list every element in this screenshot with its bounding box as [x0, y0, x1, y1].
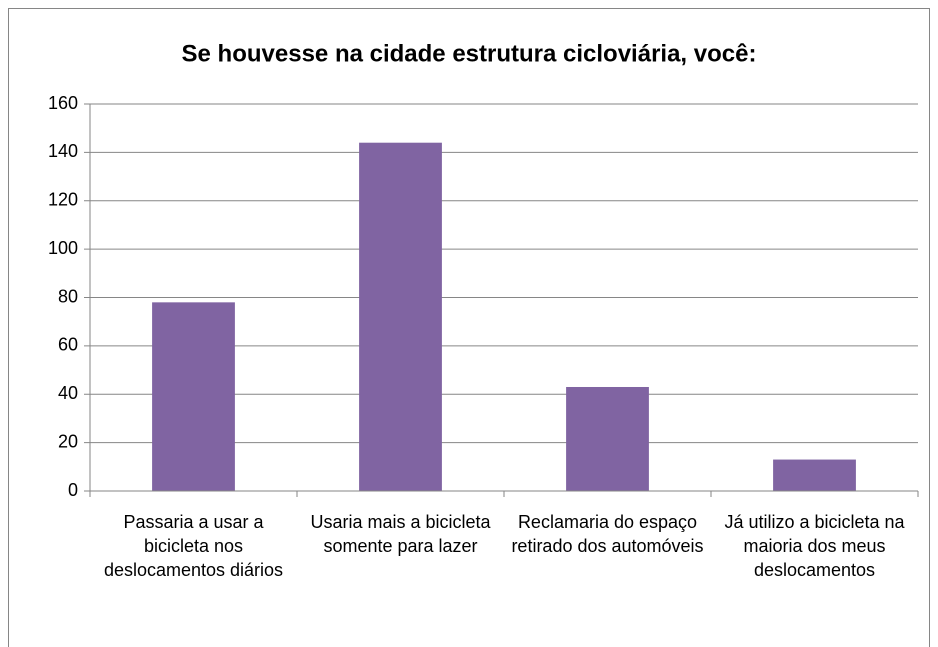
y-tick-label: 60 — [58, 335, 78, 355]
y-tick-label: 0 — [68, 480, 78, 500]
x-tick-label: Passaria a usar a bicicleta nos deslocam… — [103, 512, 284, 580]
chart-title: Se houvesse na cidade estrutura cicloviá… — [182, 40, 757, 67]
y-tick-label: 140 — [48, 141, 78, 161]
bar — [359, 142, 442, 491]
x-tick-label: Já utilizo a bicicleta na maioria dos me… — [724, 512, 905, 580]
bar — [152, 302, 235, 491]
y-tick-label: 120 — [48, 190, 78, 210]
chart-frame — [8, 8, 930, 647]
x-tick-label: Usaria mais a bicicleta somente para laz… — [310, 512, 491, 556]
y-tick-label: 80 — [58, 286, 78, 306]
y-tick-label: 100 — [48, 238, 78, 258]
y-tick-label: 20 — [58, 431, 78, 451]
y-tick-label: 40 — [58, 383, 78, 403]
y-tick-label: 160 — [48, 93, 78, 113]
x-tick-label: Reclamaria do espaço retirado dos automó… — [511, 512, 704, 556]
bar — [566, 386, 649, 491]
bar — [773, 459, 856, 491]
